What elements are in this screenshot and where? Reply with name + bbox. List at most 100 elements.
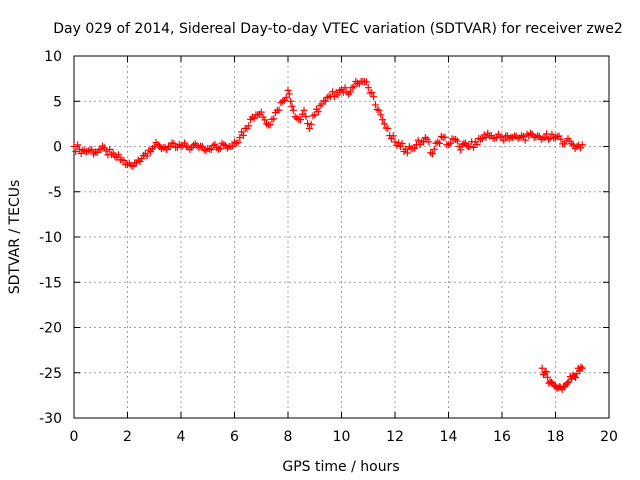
data-point <box>458 141 466 149</box>
data-point <box>282 94 290 102</box>
data-point <box>143 152 151 160</box>
data-point <box>70 143 78 150</box>
data-point <box>115 151 123 159</box>
data-point <box>547 378 555 386</box>
data-point <box>466 143 474 150</box>
data-point <box>263 120 271 128</box>
data-point <box>379 116 387 124</box>
data-point <box>236 133 244 141</box>
data-point <box>350 82 358 90</box>
data-point <box>541 369 549 377</box>
data-point <box>538 364 546 372</box>
data-point <box>124 161 131 169</box>
data-point <box>250 114 258 122</box>
data-point <box>384 124 392 132</box>
data-point <box>402 145 410 153</box>
data-point <box>542 368 550 376</box>
data-point <box>391 138 399 146</box>
data-point <box>279 97 287 105</box>
x-tick-label: 18 <box>547 429 565 445</box>
x-tick-label: 12 <box>386 429 404 445</box>
data-point <box>375 106 383 114</box>
data-point <box>285 90 293 98</box>
data-point <box>207 146 215 154</box>
data-point <box>296 116 304 124</box>
data-point <box>220 141 228 149</box>
data-point <box>245 122 253 130</box>
data-point <box>275 106 283 114</box>
data-point <box>437 132 445 140</box>
data-point <box>469 143 477 151</box>
data-point <box>334 91 342 99</box>
data-point <box>321 97 329 105</box>
data-point <box>578 141 586 149</box>
x-tick-label: 20 <box>600 429 618 445</box>
data-point <box>503 132 511 140</box>
data-point <box>307 120 315 128</box>
data-point <box>373 106 381 114</box>
data-point <box>453 137 461 145</box>
data-point <box>452 135 460 143</box>
data-point <box>288 102 296 110</box>
data-point <box>548 130 556 138</box>
data-point <box>370 93 378 101</box>
data-point <box>238 128 246 136</box>
data-point <box>79 146 87 154</box>
data-point <box>302 112 310 120</box>
data-point <box>136 158 144 166</box>
data-point <box>305 124 313 132</box>
x-tick-label: 2 <box>123 429 132 445</box>
data-point <box>287 97 295 105</box>
data-point <box>434 138 442 146</box>
data-point <box>509 133 517 141</box>
y-tick-label: 5 <box>53 94 62 110</box>
data-point <box>120 156 128 164</box>
data-point <box>300 106 308 114</box>
y-tick-label: -30 <box>39 411 62 427</box>
x-tick-label: 6 <box>230 429 239 445</box>
data-point <box>421 134 429 142</box>
data-point <box>427 149 435 157</box>
data-point <box>266 121 274 129</box>
data-point <box>109 149 117 157</box>
data-point <box>102 147 110 155</box>
y-axis-label: SDTVAR / TECUs <box>7 180 23 295</box>
data-point <box>441 133 449 141</box>
y-tick-labels: -30 -25 -20 -15 -10 -5 0 5 10 <box>39 49 62 427</box>
data-point <box>371 101 379 109</box>
data-point <box>181 139 189 147</box>
data-point <box>289 106 297 114</box>
data-point <box>428 150 436 158</box>
data-point <box>341 84 349 92</box>
data-point <box>577 363 585 371</box>
y-tick-label: 10 <box>44 49 62 65</box>
y-tick-label: -10 <box>39 230 62 246</box>
data-point <box>129 162 137 170</box>
data-point <box>257 108 265 116</box>
data-point <box>261 116 269 124</box>
data-point <box>364 84 372 92</box>
grid <box>74 56 609 418</box>
data-point <box>368 89 376 97</box>
y-tick-label: 0 <box>53 140 62 156</box>
data-point <box>72 147 80 155</box>
data-point <box>170 140 178 148</box>
data-point <box>500 136 508 144</box>
data-point <box>293 114 301 122</box>
y-tick-label: -25 <box>39 366 62 382</box>
data-point <box>564 379 572 387</box>
data-point <box>239 131 247 139</box>
data-point <box>362 78 370 86</box>
data-point <box>323 93 331 101</box>
data-point <box>463 142 471 150</box>
x-tick-label: 16 <box>493 429 511 445</box>
series-0 <box>70 77 586 170</box>
data-point <box>572 374 580 382</box>
data-point <box>578 364 586 372</box>
data-point <box>75 145 83 153</box>
data-point <box>270 115 278 123</box>
data-point <box>99 142 107 150</box>
data-point <box>380 120 388 128</box>
data-point <box>425 138 433 146</box>
